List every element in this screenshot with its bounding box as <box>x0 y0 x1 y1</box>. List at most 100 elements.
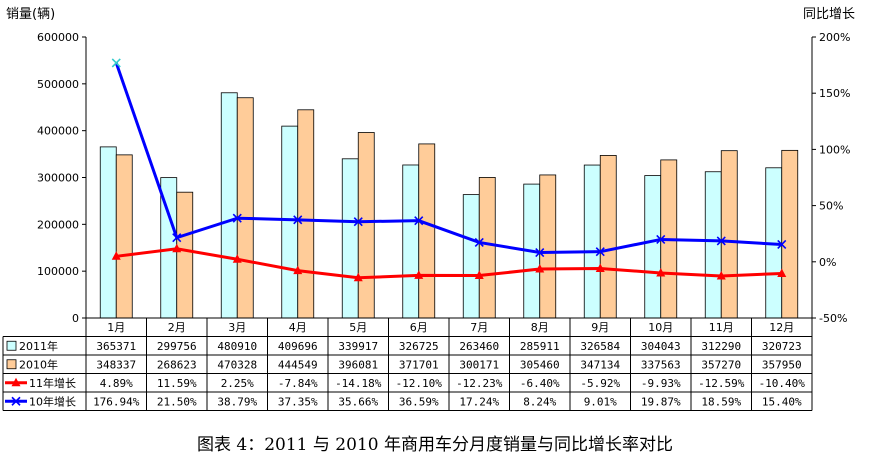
point-11-growth-6 <box>414 270 424 279</box>
bar-2010-1 <box>115 154 133 319</box>
y2-tick-label: -50% <box>819 312 847 325</box>
bar-2010-8 <box>539 174 557 319</box>
x-tick-label: 6月 <box>410 321 428 334</box>
line-11-growth <box>116 247 782 280</box>
y-tick-label: 200000 <box>37 218 79 231</box>
bar-2010-11 <box>720 150 738 319</box>
table-cell: 18.59% <box>701 395 741 408</box>
point-10-growth-4 <box>293 215 303 225</box>
table-cell: 9.01% <box>584 395 617 408</box>
y-tick-label: 500000 <box>37 78 79 91</box>
table-cell: -12.10% <box>396 377 443 390</box>
point-11-growth-2 <box>172 243 182 253</box>
point-10-growth-12 <box>777 239 787 250</box>
y2-tick-label: 0% <box>819 256 836 269</box>
point-10-growth-2 <box>172 233 182 243</box>
table-cell: 8.24% <box>523 395 556 408</box>
bar-2010-7 <box>478 177 496 319</box>
table-cell: 300171 <box>459 358 499 371</box>
data-table: 1月 2月 3月 4月 5月 6月 7月 8月 9月 10月 11月 12月 2011年 365371 29… <box>2 318 813 411</box>
table-cell: 263460 <box>459 340 499 353</box>
bar-2011-6 <box>402 164 420 319</box>
point-10-growth-3 <box>232 213 242 223</box>
table-cell: -12.23% <box>456 377 503 390</box>
point-11-growth-9 <box>595 263 605 272</box>
bar-2011-10 <box>644 175 662 319</box>
bar-2011-7 <box>462 194 480 319</box>
point-10-growth-7 <box>474 237 484 247</box>
table-cell: 371701 <box>399 358 439 371</box>
table-cell: 38.79% <box>217 395 257 408</box>
point-11-growth-12 <box>777 268 787 277</box>
table-cell: -7.84% <box>278 377 318 390</box>
table-cell: 326725 <box>399 340 439 353</box>
x-tick-label: 4月 <box>289 321 307 334</box>
line-10-growth <box>114 62 782 255</box>
table-cell: 268623 <box>157 358 197 371</box>
point-10-growth-10 <box>656 234 666 245</box>
point-11-growth-1 <box>111 251 121 260</box>
bars-group <box>99 92 799 319</box>
lines-group <box>111 58 787 282</box>
table-cell: 409696 <box>278 340 318 353</box>
point-11-growth-3 <box>232 254 242 263</box>
legend-label: 2010年 <box>19 357 58 371</box>
y-tick-label: 400000 <box>37 125 79 138</box>
table-cell: 2.25% <box>221 377 254 390</box>
bar-2010-3 <box>236 97 254 319</box>
point-10-growth-8 <box>535 247 545 258</box>
table-cell: 365371 <box>96 340 136 353</box>
table-cell: -10.40% <box>759 377 806 390</box>
legend-marker <box>11 377 21 387</box>
point-11-growth-5 <box>353 272 363 282</box>
table-cell: 299756 <box>157 340 197 353</box>
x-tick-label: 12月 <box>769 321 794 334</box>
point-10-growth-9 <box>595 247 605 257</box>
point-11-growth-11 <box>716 270 726 280</box>
y2-tick-label: 100% <box>819 143 850 156</box>
table-cell: 396081 <box>338 358 378 371</box>
y-tick-label: 100000 <box>37 265 79 278</box>
table-cell: 17.24% <box>459 395 499 408</box>
figure-caption: 图表 4：2011 与 2010 年商用车分月度销量与同比增长率对比 <box>197 435 673 455</box>
y2-tick-label: 200% <box>819 31 850 44</box>
point-10-growth-1 <box>111 58 121 68</box>
table-cell: -12.59% <box>698 377 745 390</box>
table-cell: 357950 <box>762 358 802 371</box>
x-tick-label: 5月 <box>349 321 367 334</box>
table-cell: 19.87% <box>641 395 681 408</box>
bar-2011-3 <box>220 92 238 319</box>
legend-swatch <box>6 340 17 351</box>
point-11-growth-10 <box>656 267 666 277</box>
x-tick-label: 10月 <box>648 321 673 334</box>
x-tick-label: 8月 <box>531 321 549 334</box>
table-cell: 470328 <box>217 358 257 371</box>
table-cell: 339917 <box>338 340 378 353</box>
bar-2011-11 <box>704 171 722 319</box>
legend-label: 10年增长 <box>29 394 76 408</box>
bar-2010-2 <box>176 191 194 319</box>
x-tick-label: 2月 <box>168 321 186 334</box>
legend-marker <box>11 396 21 406</box>
table-cell: 326584 <box>580 340 620 353</box>
point-11-growth-8 <box>535 263 545 273</box>
table-cell: 357270 <box>701 358 741 371</box>
bar-2010-9 <box>599 155 617 319</box>
bar-2011-9 <box>583 164 601 319</box>
y-tick-label: 0 <box>72 312 79 325</box>
table-cell: 4.89% <box>100 377 133 390</box>
bar-2011-5 <box>341 158 359 319</box>
table-cell: 305460 <box>520 358 560 371</box>
point-11-growth-4 <box>293 265 303 275</box>
table-cell: 347134 <box>580 358 620 371</box>
point-10-growth-5 <box>353 217 363 227</box>
point-10-growth-11 <box>716 236 726 246</box>
x-tick-label: 11月 <box>709 321 734 334</box>
y2-axis-title: 同比增长 <box>803 7 855 22</box>
y-tick-label: 300000 <box>37 172 79 185</box>
bar-2010-12 <box>781 149 799 319</box>
table-cell: 320723 <box>762 340 802 353</box>
legend-label: 11年增长 <box>29 376 76 390</box>
table-cell: 304043 <box>641 340 681 353</box>
